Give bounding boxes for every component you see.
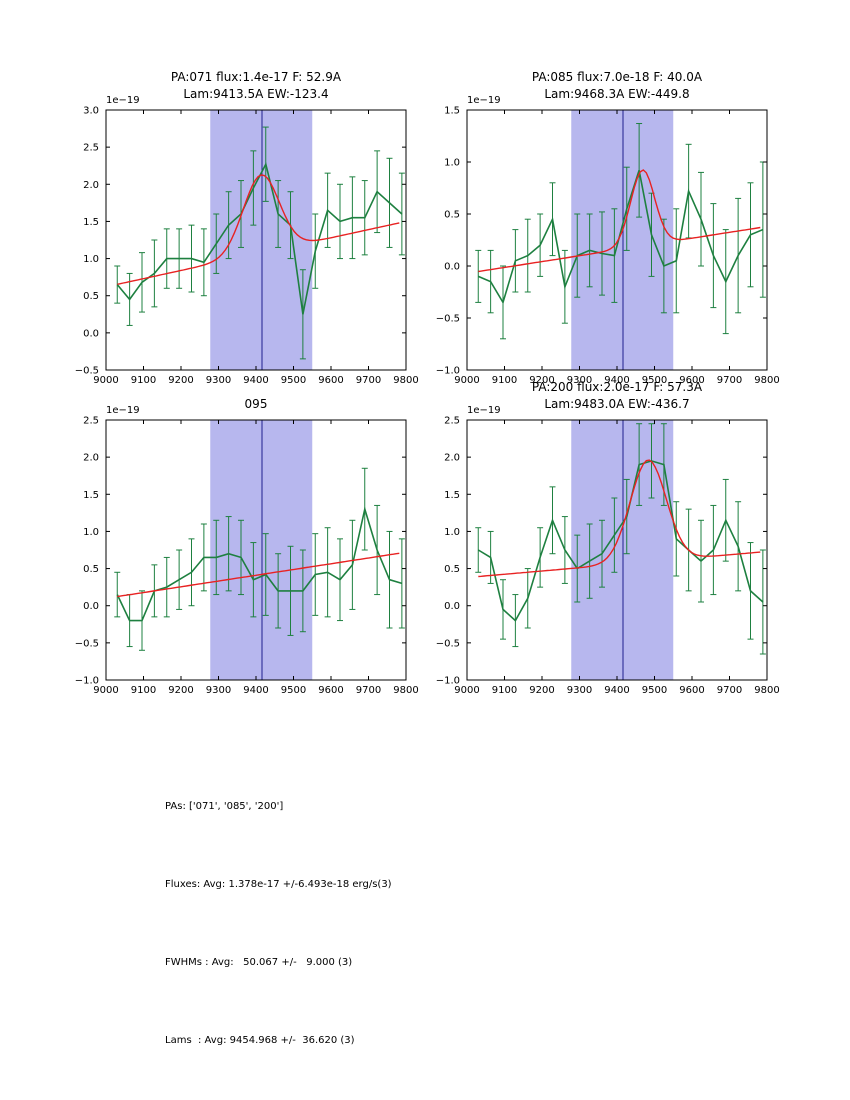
svg-text:1.5: 1.5 (444, 490, 460, 501)
svg-text:1.5: 1.5 (444, 106, 460, 117)
svg-text:0.0: 0.0 (444, 262, 460, 273)
svg-text:PA:200 flux:2.0e-17 F: 57.3A: PA:200 flux:2.0e-17 F: 57.3A (532, 380, 703, 394)
svg-text:2.5: 2.5 (444, 416, 460, 427)
svg-text:0.5: 0.5 (444, 564, 460, 575)
svg-text:9600: 9600 (679, 375, 704, 386)
svg-text:0.0: 0.0 (83, 601, 99, 612)
svg-text:0.5: 0.5 (83, 564, 99, 575)
svg-text:9000: 9000 (454, 375, 479, 386)
svg-text:9800: 9800 (754, 375, 779, 386)
svg-text:9700: 9700 (717, 375, 742, 386)
subplot-095: 9000 9100 9200 9300 9400 9500 9600 9700 9800 −1.0… (56, 360, 436, 709)
svg-text:−0.5: −0.5 (75, 638, 99, 649)
summary-line-lams: Lams : Avg: 9454.968 +/- 36.620 (3) (165, 1035, 355, 1046)
svg-text:9600: 9600 (318, 375, 343, 386)
svg-text:1e−19: 1e−19 (106, 95, 140, 106)
svg-text:9700: 9700 (717, 685, 742, 696)
svg-text:Lam:9413.5A EW:-123.4: Lam:9413.5A EW:-123.4 (183, 87, 328, 101)
svg-text:0.0: 0.0 (444, 601, 460, 612)
svg-text:9300: 9300 (567, 375, 592, 386)
svg-text:9600: 9600 (318, 685, 343, 696)
svg-text:9500: 9500 (642, 685, 667, 696)
svg-text:3.0: 3.0 (83, 106, 99, 117)
svg-text:9800: 9800 (754, 685, 779, 696)
svg-text:1e−19: 1e−19 (467, 95, 501, 106)
svg-text:−0.5: −0.5 (436, 314, 460, 325)
svg-text:2.5: 2.5 (83, 143, 99, 154)
svg-text:1.0: 1.0 (444, 158, 460, 169)
svg-text:2.5: 2.5 (83, 416, 99, 427)
svg-text:9000: 9000 (93, 375, 118, 386)
svg-text:1.0: 1.0 (444, 527, 460, 538)
svg-text:9000: 9000 (93, 685, 118, 696)
svg-text:Lam:9468.3A EW:-449.8: Lam:9468.3A EW:-449.8 (544, 87, 689, 101)
svg-text:9500: 9500 (281, 375, 306, 386)
svg-text:9400: 9400 (604, 375, 629, 386)
chart-canvas-pa071: 9000 9100 9200 9300 9400 9500 9600 9700 9800 −0.5… (75, 70, 419, 386)
svg-text:PA:071 flux:1.4e-17 F: 52.9A: PA:071 flux:1.4e-17 F: 52.9A (171, 70, 342, 84)
svg-text:9800: 9800 (393, 685, 418, 696)
subplot-pa071: 9000 9100 9200 9300 9400 9500 9600 9700 9800 −0.5… (56, 50, 436, 399)
svg-text:−0.5: −0.5 (75, 366, 99, 377)
svg-text:9200: 9200 (529, 685, 554, 696)
svg-text:−1.0: −1.0 (436, 366, 460, 377)
summary-line-fwhms: FWHMs : Avg: 50.067 +/- 9.000 (3) (165, 957, 353, 968)
svg-text:1.5: 1.5 (83, 490, 99, 501)
svg-text:2.0: 2.0 (444, 453, 460, 464)
summary-text: PAs: ['071', '085', '200'] Fluxes: Avg: … (165, 742, 392, 1100)
svg-text:9500: 9500 (281, 685, 306, 696)
svg-text:9500: 9500 (642, 375, 667, 386)
subplot-pa200: 9000 9100 9200 9300 9400 9500 9600 9700 9800 −1.0… (417, 360, 797, 709)
svg-text:1e−19: 1e−19 (106, 405, 140, 416)
svg-text:0.5: 0.5 (83, 291, 99, 302)
subplot-pa085: 9000 9100 9200 9300 9400 9500 9600 9700 9800 −1.0… (417, 50, 797, 399)
svg-text:9600: 9600 (679, 685, 704, 696)
svg-text:9400: 9400 (243, 375, 268, 386)
svg-text:9100: 9100 (492, 375, 517, 386)
svg-text:9400: 9400 (604, 685, 629, 696)
svg-text:9300: 9300 (567, 685, 592, 696)
svg-text:1.0: 1.0 (83, 254, 99, 265)
chart-canvas-pa200: 9000 9100 9200 9300 9400 9500 9600 9700 9800 −1.0… (436, 380, 780, 696)
svg-text:9400: 9400 (243, 685, 268, 696)
summary-line-pas: PAs: ['071', '085', '200'] (165, 801, 284, 812)
svg-text:2.0: 2.0 (83, 453, 99, 464)
svg-text:1e−19: 1e−19 (467, 405, 501, 416)
svg-text:0.0: 0.0 (83, 328, 99, 339)
svg-text:−1.0: −1.0 (436, 676, 460, 687)
chart-canvas-pa085: 9000 9100 9200 9300 9400 9500 9600 9700 9800 −1.0… (436, 70, 780, 386)
svg-text:9000: 9000 (454, 685, 479, 696)
svg-text:−0.5: −0.5 (436, 638, 460, 649)
svg-text:9100: 9100 (131, 375, 156, 386)
svg-text:9300: 9300 (206, 685, 231, 696)
svg-text:1.5: 1.5 (83, 217, 99, 228)
svg-text:9100: 9100 (131, 685, 156, 696)
svg-text:9200: 9200 (529, 375, 554, 386)
svg-text:9800: 9800 (393, 375, 418, 386)
svg-text:9700: 9700 (356, 375, 381, 386)
svg-text:9100: 9100 (492, 685, 517, 696)
svg-text:9700: 9700 (356, 685, 381, 696)
svg-text:9300: 9300 (206, 375, 231, 386)
svg-text:−1.0: −1.0 (75, 676, 99, 687)
summary-line-fluxes: Fluxes: Avg: 1.378e-17 +/-6.493e-18 erg/… (165, 879, 392, 890)
svg-text:9200: 9200 (168, 685, 193, 696)
svg-text:Lam:9483.0A EW:-436.7: Lam:9483.0A EW:-436.7 (544, 397, 689, 411)
svg-text:095: 095 (245, 397, 268, 411)
svg-text:1.0: 1.0 (83, 527, 99, 538)
svg-text:PA:085 flux:7.0e-18 F: 40.0A: PA:085 flux:7.0e-18 F: 40.0A (532, 70, 703, 84)
chart-canvas-095: 9000 9100 9200 9300 9400 9500 9600 9700 9800 −1.0… (75, 397, 419, 696)
svg-text:0.5: 0.5 (444, 210, 460, 221)
svg-text:2.0: 2.0 (83, 180, 99, 191)
svg-text:9200: 9200 (168, 375, 193, 386)
